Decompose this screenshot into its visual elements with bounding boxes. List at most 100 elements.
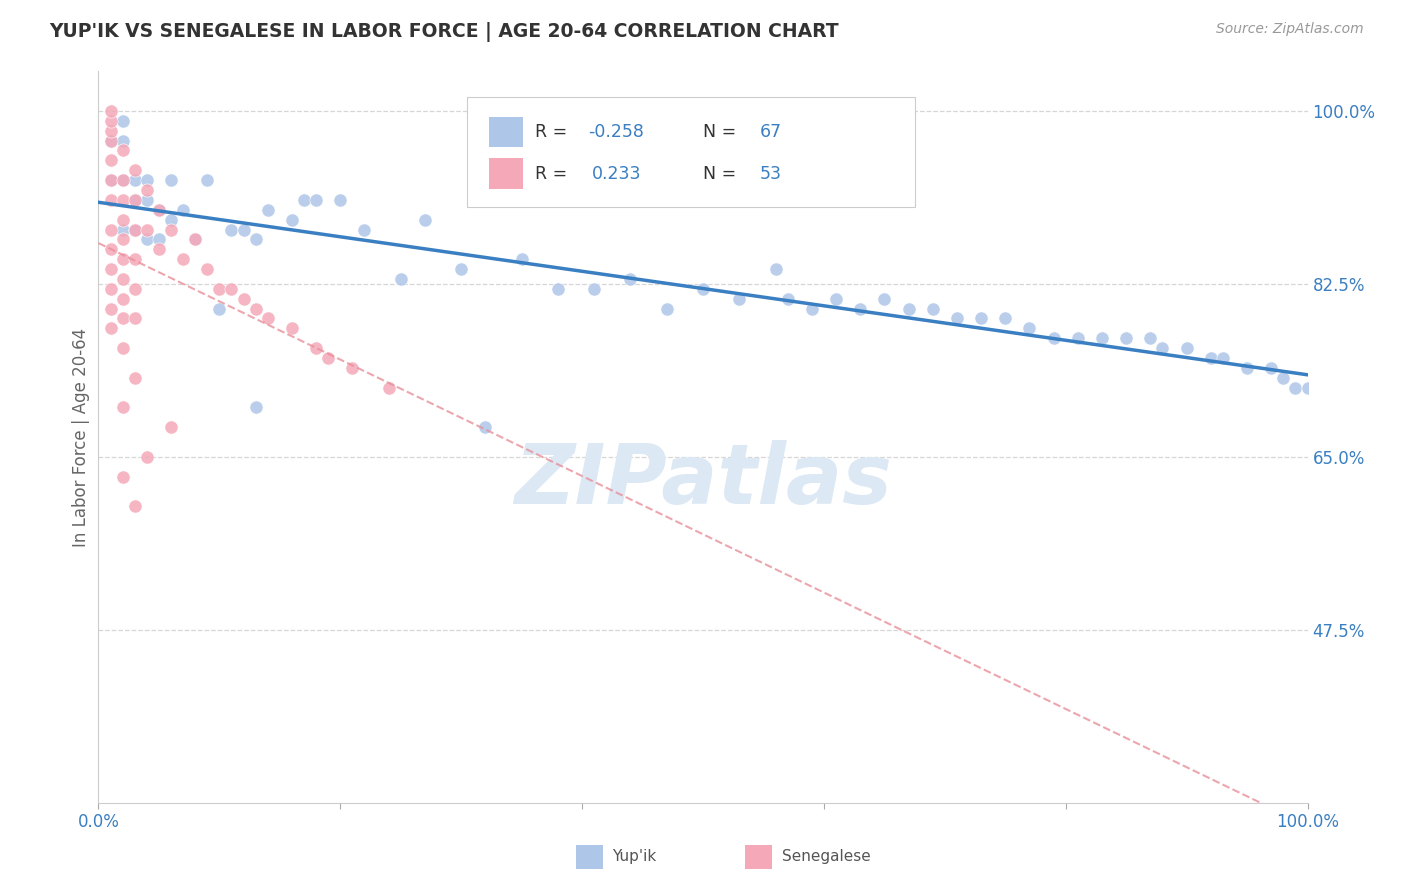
Point <box>124 252 146 267</box>
Point <box>124 193 146 207</box>
Point <box>1199 351 1222 365</box>
Point <box>1260 360 1282 375</box>
Point <box>583 282 606 296</box>
Point <box>510 252 533 267</box>
Point <box>111 341 134 355</box>
Point <box>100 321 122 335</box>
Point <box>655 301 678 316</box>
Point <box>111 222 134 236</box>
Point <box>776 292 799 306</box>
Point <box>305 193 328 207</box>
Point <box>921 301 943 316</box>
Point <box>245 232 267 246</box>
Point <box>100 134 122 148</box>
FancyBboxPatch shape <box>576 846 603 869</box>
Point <box>124 500 146 514</box>
Point <box>111 311 134 326</box>
Point <box>946 311 969 326</box>
Point <box>232 292 254 306</box>
Point <box>1115 331 1137 345</box>
Point <box>111 292 134 306</box>
Point <box>994 311 1017 326</box>
Point <box>100 193 122 207</box>
Point <box>124 163 146 178</box>
Point <box>100 301 122 316</box>
Point <box>135 450 157 464</box>
Point <box>111 173 134 187</box>
Point <box>160 212 183 227</box>
Point <box>1139 331 1161 345</box>
Point <box>1152 341 1174 355</box>
Point <box>160 173 183 187</box>
Point <box>184 232 207 246</box>
FancyBboxPatch shape <box>467 97 915 207</box>
Point <box>148 202 170 217</box>
Point <box>100 242 122 256</box>
Point <box>800 301 823 316</box>
Point <box>135 232 157 246</box>
Point <box>160 222 183 236</box>
Point <box>124 282 146 296</box>
Point <box>245 301 267 316</box>
Point <box>100 113 122 128</box>
Point <box>100 123 122 137</box>
Point <box>1272 371 1295 385</box>
FancyBboxPatch shape <box>489 159 523 189</box>
Point <box>1067 331 1090 345</box>
Point <box>100 222 122 236</box>
Point <box>728 292 751 306</box>
Point <box>124 193 146 207</box>
Point <box>195 173 218 187</box>
Point <box>1284 381 1306 395</box>
Point <box>100 173 122 187</box>
Point <box>329 193 352 207</box>
Point <box>342 360 364 375</box>
Point <box>111 272 134 286</box>
Point <box>1212 351 1234 365</box>
Point <box>1175 341 1198 355</box>
Text: ZIPatlas: ZIPatlas <box>515 441 891 522</box>
Text: N =: N = <box>703 123 742 141</box>
Point <box>111 173 134 187</box>
Point <box>377 381 399 395</box>
Point <box>160 420 183 434</box>
Point <box>172 202 194 217</box>
Point <box>100 282 122 296</box>
Y-axis label: In Labor Force | Age 20-64: In Labor Force | Age 20-64 <box>72 327 90 547</box>
Text: YUP'IK VS SENEGALESE IN LABOR FORCE | AGE 20-64 CORRELATION CHART: YUP'IK VS SENEGALESE IN LABOR FORCE | AG… <box>49 22 839 42</box>
Point <box>124 371 146 385</box>
Point <box>111 469 134 483</box>
Point <box>1091 331 1114 345</box>
Point <box>100 134 122 148</box>
Point <box>100 262 122 277</box>
Point <box>692 282 714 296</box>
Point <box>849 301 872 316</box>
Point <box>547 282 569 296</box>
Point <box>897 301 920 316</box>
Point <box>221 282 243 296</box>
Point <box>135 183 157 197</box>
Point <box>135 222 157 236</box>
Point <box>619 272 641 286</box>
Point <box>245 401 267 415</box>
Point <box>970 311 993 326</box>
Text: 67: 67 <box>759 123 782 141</box>
Point <box>111 144 134 158</box>
Point <box>111 252 134 267</box>
Point <box>111 212 134 227</box>
Point <box>148 202 170 217</box>
Point <box>1296 381 1319 395</box>
Point <box>305 341 328 355</box>
Point <box>281 212 304 227</box>
Point <box>100 153 122 168</box>
Text: R =: R = <box>534 165 572 183</box>
Point <box>111 134 134 148</box>
Text: Senegalese: Senegalese <box>782 849 870 864</box>
FancyBboxPatch shape <box>489 117 523 147</box>
Point <box>281 321 304 335</box>
Point <box>450 262 472 277</box>
Point <box>172 252 194 267</box>
Point <box>124 173 146 187</box>
Point <box>256 311 278 326</box>
Text: 0.233: 0.233 <box>592 165 641 183</box>
